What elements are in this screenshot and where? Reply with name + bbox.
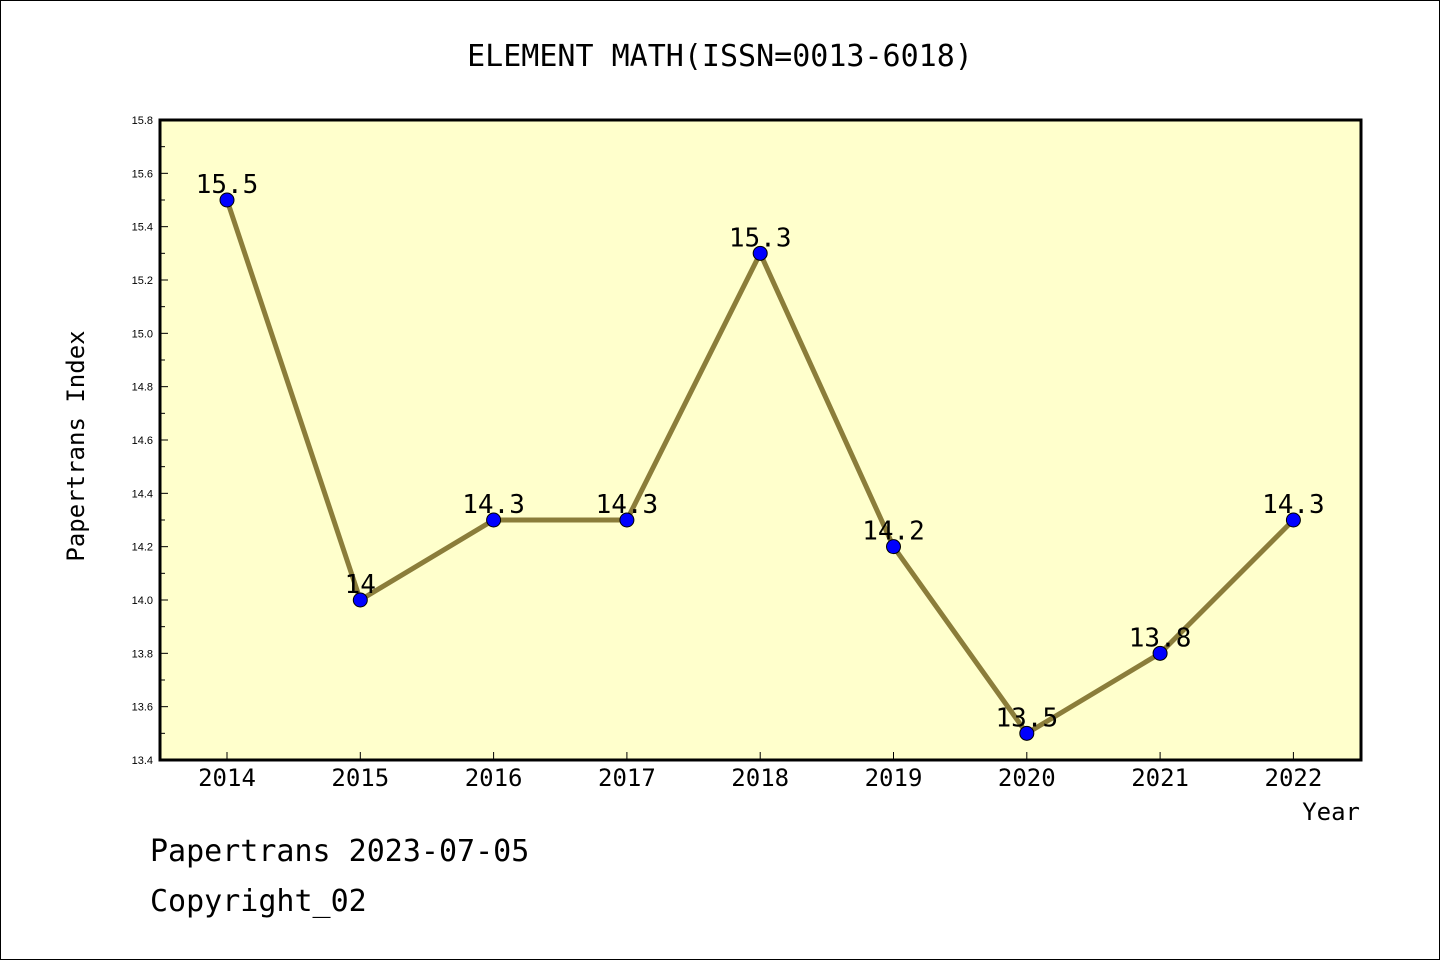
- data-point: [1152, 645, 1168, 661]
- data-point: [619, 512, 635, 528]
- footer-date: Papertrans 2023-07-05: [150, 834, 530, 869]
- x-tick-label: 2018: [731, 764, 789, 792]
- data-label: 15.5: [196, 170, 259, 200]
- y-tick-label: 15.4: [132, 222, 153, 234]
- y-tick-label: 13.4: [132, 755, 153, 767]
- data-label: 14.3: [462, 490, 525, 520]
- y-axis: 13.4 13.6 13.8 14.0 14.2 14.4 14.6 14.8 15.0 15.2…: [132, 115, 168, 767]
- footer-copyright: Copyright_02: [150, 884, 367, 919]
- x-tick-label: 2020: [998, 764, 1056, 792]
- x-tick-label: 2017: [598, 764, 656, 792]
- data-point: [219, 192, 235, 208]
- data-point: [886, 539, 901, 555]
- data-point: [752, 245, 768, 261]
- x-tick-label: 2015: [331, 764, 389, 792]
- data-label: 14.2: [862, 517, 925, 547]
- x-tick-label: 2019: [865, 764, 923, 792]
- data-label: 14.3: [1262, 490, 1325, 520]
- y-tick-label: 14.4: [132, 488, 153, 500]
- y-tick-label: 13.6: [132, 702, 153, 714]
- y-tick-label: 13.8: [132, 648, 153, 660]
- x-tick-label: 2022: [1265, 764, 1323, 792]
- y-tick-label: 14.8: [132, 382, 153, 394]
- x-tick-label: 2016: [465, 764, 523, 792]
- plot-area: [158, 118, 1363, 762]
- data-point: [352, 592, 368, 608]
- x-tick-label: 2021: [1131, 764, 1189, 792]
- y-tick-label: 15.6: [132, 168, 153, 180]
- x-tick-label: 2014: [198, 764, 256, 792]
- data-label: 14.3: [596, 490, 659, 520]
- data-label: 15.3: [729, 223, 792, 253]
- y-tick-label: 15.0: [132, 328, 153, 340]
- y-tick-label: 14.0: [132, 595, 153, 607]
- y-tick-label: 14.2: [132, 542, 153, 554]
- data-point: [1285, 512, 1301, 528]
- y-tick-label: 15.2: [132, 275, 153, 287]
- data-point: [486, 512, 502, 528]
- x-axis-label: Year: [1302, 798, 1360, 826]
- series: [219, 192, 1301, 741]
- data-label: 14: [345, 570, 376, 600]
- y-tick-label: 14.6: [132, 435, 153, 447]
- data-labels: 15.5 14 14.3 14.3 15.3 14.2 13.5 13.8 14.3: [196, 170, 1325, 733]
- y-axis-label: Papertrans Index: [62, 330, 90, 561]
- data-label: 13.8: [1129, 623, 1192, 653]
- chart-title: ELEMENT MATH(ISSN=0013-6018): [467, 39, 973, 74]
- data-point: [1019, 725, 1035, 741]
- x-axis: 2014 2015 2016 2017 2018 2019 2020 2021 2022: [198, 752, 1322, 792]
- data-label: 13.5: [995, 703, 1058, 733]
- y-tick-label: 15.8: [132, 115, 153, 127]
